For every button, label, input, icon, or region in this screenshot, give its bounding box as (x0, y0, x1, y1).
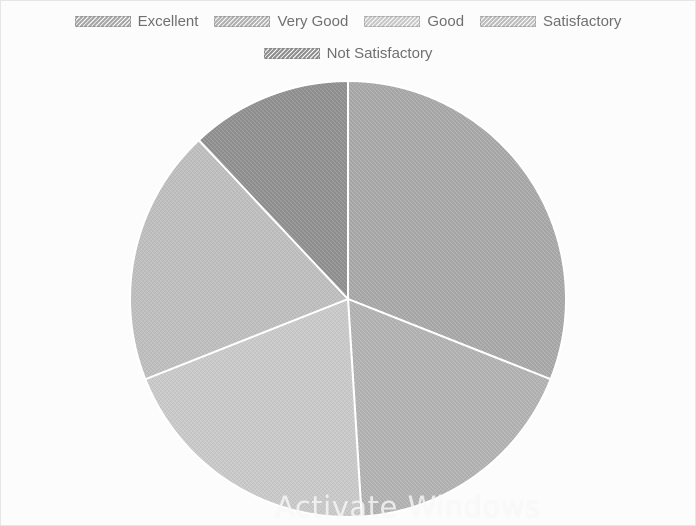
legend-row-2: Not Satisfactory (0, 40, 696, 66)
legend-item-satisfactory: Satisfactory (480, 14, 621, 29)
pie-slice-very-good (346, 297, 552, 518)
legend-label-excellent: Excellent (137, 12, 199, 30)
legend-item-not-satisfactory: Not Satisfactory (263, 44, 433, 62)
legend-label-good: Good (427, 12, 465, 30)
legend-label-satisfactory: Satisfactory (543, 12, 622, 30)
legend-label-very-good: Very Good (277, 12, 349, 30)
legend-swatch-excellent (74, 15, 131, 27)
legend-swatch-very-good (214, 15, 271, 27)
pie-slice-satisfactory (129, 138, 350, 381)
legend-item-excellent: Excellent (74, 12, 199, 30)
legend-label-not-satisfactory: Not Satisfactory (326, 44, 433, 62)
pie-slice-excellent (347, 79, 567, 381)
legend-item-very-good: Very Good (214, 14, 348, 29)
legend-row-1: Excellent Very Good Good Satisfactory (0, 8, 696, 34)
legend-swatch-good (364, 15, 421, 27)
chart-legend: Excellent Very Good Good Satisfactory No… (0, 8, 696, 72)
pie-slice-not-satisfactory (197, 79, 349, 302)
legend-swatch-not-satisfactory (263, 47, 320, 59)
legend-item-good: Good (364, 14, 464, 29)
legend-swatch-satisfactory (480, 15, 537, 27)
pie-slice-good (144, 297, 363, 518)
